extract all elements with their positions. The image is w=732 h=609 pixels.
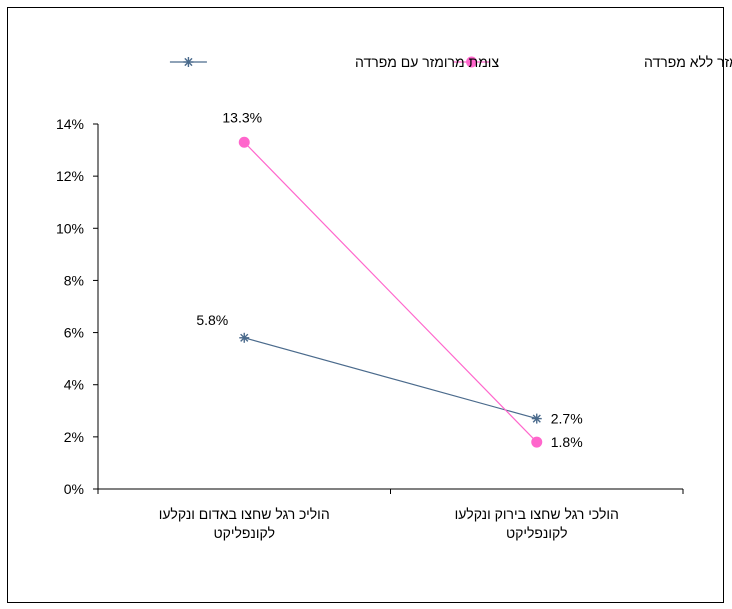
y-tick-label: 8% [64,272,84,288]
y-tick-label: 2% [64,429,84,445]
data-label: 1.8% [551,434,583,450]
data-point [238,136,250,148]
series-line [243,141,538,443]
legend-marker [183,57,194,67]
legend-label: צומת מרומזר ללא מפרדה [644,54,732,70]
legend-marker [466,56,478,68]
data-point [239,332,250,343]
data-label: 5.8% [196,312,228,328]
y-tick-label: 0% [64,481,84,497]
series-line [244,337,537,420]
y-tick-label: 4% [64,377,84,393]
data-point [531,436,543,448]
x-category-label: לקונפליקט [213,525,275,541]
x-category-label: הוליכ רגל שחצו באדום ונקלעו [159,506,330,522]
chart-frame [7,7,724,603]
data-point [531,413,542,424]
legend-label: צומת מרומזר עם מפרדה [355,54,499,70]
x-category-label: לקונפליקט [506,525,568,541]
y-tick-label: 10% [56,220,84,236]
data-label: 2.7% [551,411,583,427]
data-label: 13.3% [222,109,262,125]
y-tick-label: 14% [56,116,84,132]
y-tick-label: 6% [64,325,84,341]
y-tick-label: 12% [56,168,84,184]
x-category-label: הולכי רגל שחצו בירוק ונקלעו [455,506,619,522]
